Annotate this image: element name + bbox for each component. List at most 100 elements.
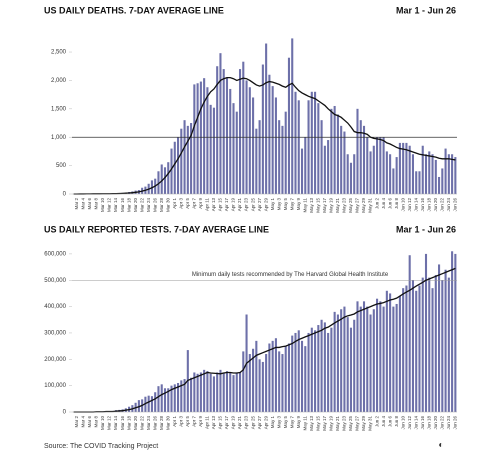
bar [163,167,167,194]
x-tick-label: Jun 24 [446,416,451,430]
bar [225,77,229,194]
bar [317,325,320,412]
bar [225,371,229,412]
bar [183,379,186,412]
bar [209,373,212,412]
bar [265,354,268,412]
bar [385,290,388,412]
bar [330,108,333,194]
bar [389,154,392,194]
x-tick-label: Apr 11 [205,416,210,429]
x-tick-label: Mar 22 [139,416,144,431]
x-tick-label: Jun 16 [420,198,425,212]
bar [340,125,343,194]
x-tick-label: Mar 24 [146,416,151,431]
x-tick-label: May 11 [302,416,307,431]
x-tick-label: Mar 6 [87,416,92,428]
x-tick-label: Jun 4 [381,416,386,428]
x-tick-label: Jun 12 [407,198,412,212]
bar [431,154,434,194]
x-tick-label: Jun 18 [426,198,431,212]
bar [242,61,245,194]
x-tick-label: Jun 8 [394,198,399,210]
bar [408,145,411,194]
bar [336,114,339,194]
bar [395,303,398,412]
bar [369,314,372,412]
x-tick-label: May 1 [270,416,275,429]
x-tick-label: Apr 7 [192,198,197,209]
bar [389,293,392,412]
y-tick-label: 0 [63,192,67,198]
x-tick-label: Jun 2 [374,416,379,428]
x-tick-label: Mar 26 [152,198,157,213]
bar [421,277,424,412]
bar [229,372,232,412]
x-tick-label: Jun 22 [440,416,445,430]
x-tick-label: May 7 [289,416,294,429]
x-tick-label: Mar 2 [74,416,79,428]
bar [183,120,186,194]
bar [444,269,447,412]
bar [362,301,366,412]
x-tick-label: Jun 20 [433,416,438,430]
bar [317,103,320,194]
x-tick-label: May 17 [322,416,327,431]
y-tick-label: 1,000 [51,135,67,141]
x-tick-label: Apr 1 [172,416,177,427]
x-tick-label: Apr 7 [192,416,197,427]
bar [376,137,379,194]
x-tick-label: Mar 16 [120,416,125,431]
bar [356,108,359,194]
x-tick-label: Jun 18 [426,416,431,430]
x-tick-label: May 15 [316,416,321,431]
x-tick-label: Apr 29 [263,416,268,430]
bar [167,162,170,194]
bar [405,142,408,194]
y-tick-label: 1,500 [51,106,67,112]
bar [353,154,356,194]
bar [333,311,336,412]
bar [369,151,372,194]
bar [281,125,284,194]
x-tick-label: Mar 10 [100,198,105,213]
x-tick-label: May 29 [361,198,366,213]
bar [255,340,258,412]
bar [447,154,450,194]
x-tick-label: Apr 17 [224,198,229,212]
bar [366,137,369,194]
x-tick-label: May 23 [342,198,347,213]
bar [271,86,274,194]
x-tick-label: Apr 5 [185,416,190,427]
bar [258,359,261,412]
bar [320,319,323,412]
x-tick-label: Jun 22 [440,198,445,212]
x-tick-label: May 13 [309,198,314,213]
y-tick-label: 300,000 [44,331,66,337]
x-tick-label: Apr 19 [231,198,236,212]
bar [238,69,242,194]
bar [291,335,294,412]
bar [284,111,287,194]
y-tick-label: 100,000 [44,383,66,389]
x-tick-label: May 9 [296,416,301,429]
bar [199,81,202,194]
bar [343,306,346,412]
x-tick-label: May 19 [329,416,334,431]
bar [252,348,255,412]
x-tick-label: Jun 2 [374,198,379,210]
x-tick-label: Mar 14 [113,416,118,431]
bar [379,137,382,194]
bar [160,384,163,412]
bar [359,120,362,194]
source: Source: The COVID Tracking Project [44,443,158,450]
x-tick-label: May 29 [361,416,366,431]
bar [356,301,359,412]
bar [222,372,225,412]
x-tick-label: Mar 4 [81,198,86,210]
x-tick-label: May 27 [355,198,360,213]
y-tick-label: 0 [63,410,67,416]
bar [284,346,287,412]
bar [307,100,310,194]
